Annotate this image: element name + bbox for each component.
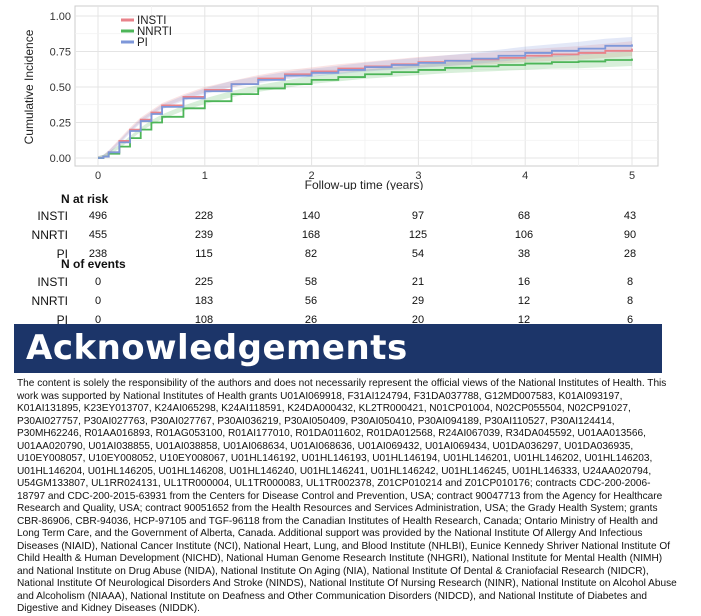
events-row-label: INSTI (37, 275, 68, 289)
at-risk-cell: 43 (623, 210, 637, 222)
at-risk-cell: 54 (411, 248, 425, 260)
events-cell: 58 (304, 276, 318, 288)
events-cell: 16 (517, 276, 531, 288)
y-tick-label: 0.75 (50, 47, 71, 59)
events-cell: 56 (304, 295, 318, 307)
at-risk-row-label: NNRTI (31, 228, 68, 242)
at-risk-cell: 140 (301, 210, 321, 222)
events-cell: 29 (411, 295, 425, 307)
events-heading: N of events (61, 257, 126, 271)
y-tick-label: 1.00 (50, 11, 71, 23)
at-risk-cell: 97 (411, 210, 425, 222)
acknowledgements-text: The content is solely the responsibility… (17, 378, 677, 614)
events-cell: 8 (626, 276, 634, 288)
events-cell: 183 (194, 295, 214, 307)
pi-series-line (98, 44, 633, 159)
events-cell: 26 (304, 314, 318, 326)
events-cell: 12 (517, 314, 531, 326)
events-cell: 225 (194, 276, 214, 288)
events-cell: 108 (194, 314, 214, 326)
acknowledgements-title: Acknowledgements (26, 328, 408, 368)
at-risk-cell: 82 (304, 248, 318, 260)
x-tick-label: 1 (202, 170, 208, 182)
x-tick-label: 3 (415, 170, 421, 182)
at-risk-row-label: PI (56, 247, 68, 261)
acknowledgements-banner: Acknowledgements (14, 324, 662, 373)
risk-table: N at risk INSTI 496 228 140 97 68 43 NNRTI 455 23… (0, 190, 701, 327)
cumulative-incidence-chart: 0 1 2 3 4 5 0.00 0.25 0.50 0.75 1.00 Cumulative In… (22, 5, 659, 190)
events-cell: 0 (94, 314, 102, 326)
at-risk-cell: 168 (301, 229, 321, 241)
y-tick-label: 0.25 (50, 118, 71, 130)
at-risk-cell: 38 (517, 248, 531, 260)
events-cell: 8 (626, 295, 634, 307)
at-risk-heading: N at risk (61, 192, 109, 206)
x-tick-label: 5 (629, 170, 635, 182)
events-cell: 0 (94, 295, 102, 307)
x-tick-label: 2 (309, 170, 315, 182)
events-cell: 6 (626, 314, 634, 326)
at-risk-cell: 115 (195, 248, 213, 260)
events-cell: 12 (517, 295, 531, 307)
events-cell: 21 (411, 276, 425, 288)
events-row-label: PI (56, 313, 68, 327)
events-row-label: NNRTI (31, 294, 68, 308)
at-risk-cell: 68 (517, 210, 531, 222)
at-risk-cell: 238 (88, 248, 108, 260)
x-tick-label: 4 (522, 170, 528, 182)
y-tick-label: 0.50 (50, 82, 71, 94)
x-tick-label: 0 (95, 170, 101, 182)
plot-area (74, 5, 659, 167)
at-risk-cell: 455 (88, 229, 108, 241)
at-risk-cell: 239 (194, 229, 214, 241)
y-axis-label: Cumulative Incidence (22, 29, 36, 144)
y-tick-label: 0.00 (50, 153, 71, 165)
at-risk-cell: 228 (194, 210, 214, 222)
insti-legend-label: INSTI (137, 15, 166, 27)
at-risk-cell: 106 (514, 229, 534, 241)
at-risk-cell: 90 (623, 229, 637, 241)
at-risk-cell: 125 (408, 229, 428, 241)
x-axis-label: Follow-up time (years) (305, 178, 424, 190)
nnrti-series-line (98, 58, 633, 159)
at-risk-row-label: INSTI (37, 209, 68, 223)
events-cell: 20 (411, 314, 425, 326)
events-cell: 0 (94, 276, 102, 288)
nnrti-legend-label: NNRTI (137, 26, 172, 38)
at-risk-cell: 28 (623, 248, 637, 260)
pi-legend-label: PI (137, 37, 148, 49)
at-risk-cell: 496 (88, 210, 108, 222)
